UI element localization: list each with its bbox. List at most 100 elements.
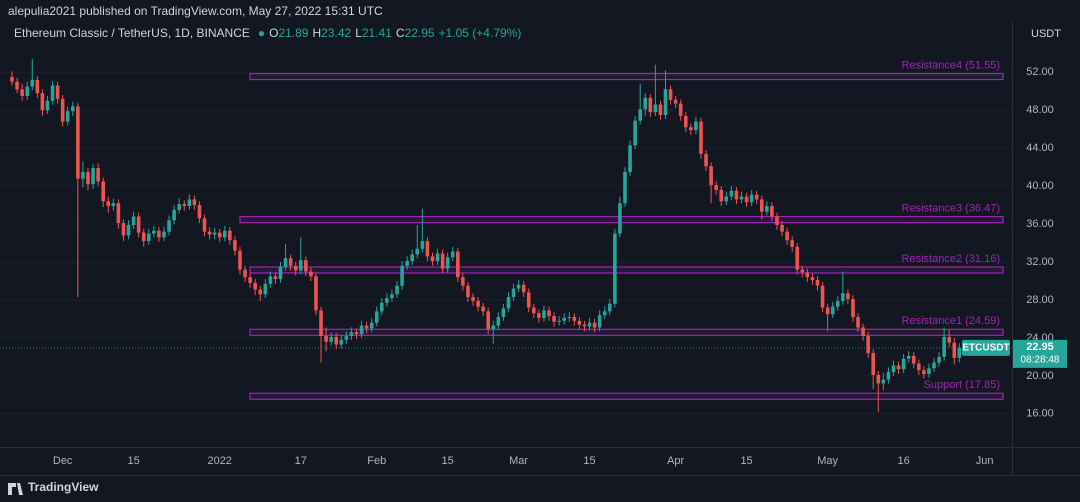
level-band (249, 328, 1004, 336)
last-price: 22.95 (1026, 341, 1054, 353)
x-tick-label: May (817, 455, 838, 467)
level-label: Support (17.85) (924, 379, 1000, 391)
candle-body (395, 285, 399, 295)
brand: TradingView (28, 480, 99, 494)
candle-body (719, 189, 724, 202)
candle-body (91, 168, 95, 185)
candle-body (754, 194, 759, 200)
candle-body (420, 241, 425, 249)
candle-body (825, 307, 830, 315)
candle-body (516, 284, 521, 289)
candle-body (456, 251, 460, 278)
candle-body (689, 127, 693, 131)
x-tick-label: 15 (583, 455, 595, 467)
candle-body (653, 104, 658, 113)
x-tick-label: 15 (127, 455, 139, 467)
candle-body (835, 300, 840, 307)
candle-body (881, 379, 886, 384)
candle-body (268, 276, 273, 284)
candle-body (613, 233, 617, 304)
candle-body (896, 365, 901, 370)
candle-body (633, 120, 637, 146)
candle-body (177, 204, 181, 210)
candle-body (76, 106, 80, 179)
candle-body (111, 203, 116, 207)
candle-body (562, 317, 566, 321)
candle-body (729, 190, 734, 197)
candle-body (531, 307, 536, 314)
candle-body (937, 356, 941, 363)
candle-body (587, 322, 592, 327)
candle-body (927, 368, 931, 374)
candle-body (121, 223, 126, 236)
candle-body (922, 370, 926, 374)
candle-body (380, 302, 384, 312)
candle-body (461, 277, 465, 286)
candle-body (440, 253, 445, 269)
candle-body (55, 85, 60, 99)
candle-body (86, 171, 90, 185)
candle-body (628, 145, 632, 172)
candle-body (683, 115, 688, 128)
candle-body (663, 89, 668, 115)
candle-body (435, 253, 440, 262)
candle-body (506, 297, 511, 309)
candle-body (131, 216, 136, 226)
candle-body (20, 89, 24, 96)
y-tick-label: 40.00 (1026, 180, 1054, 192)
candle-body (162, 231, 166, 238)
candle-body (106, 201, 111, 207)
candle-body (537, 313, 541, 318)
currency-label: USDT (1031, 28, 1061, 40)
candle-body (152, 230, 156, 234)
candle-body (567, 317, 572, 319)
candle-body (734, 190, 739, 200)
candle-body (526, 292, 531, 308)
candle-body (704, 153, 708, 167)
candle-body (15, 81, 19, 90)
y-tick-label: 52.00 (1026, 66, 1054, 78)
footer-logo: TradingView (8, 480, 99, 495)
candle-body (673, 99, 678, 104)
candle-body (648, 97, 653, 113)
candle-body (917, 363, 921, 371)
x-tick-label: Jun (976, 455, 994, 467)
plot: 16.0020.0024.0028.0032.0036.0040.0044.00… (0, 58, 1067, 467)
candle-body (65, 111, 70, 122)
candle-body (30, 79, 35, 87)
y-tick-label: 16.00 (1026, 408, 1054, 420)
candle-body (820, 285, 825, 308)
candle-body (623, 171, 627, 204)
candle-body (830, 306, 835, 315)
candle-body (901, 358, 906, 370)
candle-body (466, 285, 470, 298)
candle-body (658, 104, 663, 115)
candle-body (602, 311, 607, 316)
y-tick-label: 28.00 (1026, 294, 1054, 306)
candle-body (324, 336, 328, 342)
candle-body (851, 299, 855, 318)
c-value: 22.95 (405, 26, 435, 40)
y-tick-label: 36.00 (1026, 218, 1054, 230)
y-tick-label: 48.00 (1026, 104, 1054, 116)
l-value: 21.41 (362, 26, 392, 40)
candle-body (101, 181, 105, 202)
candle-body (217, 232, 222, 238)
candle-body (815, 280, 820, 286)
candle-body (577, 320, 582, 325)
y-tick-label: 32.00 (1026, 256, 1054, 268)
h-value: 23.42 (321, 26, 351, 40)
candle-body (309, 271, 313, 277)
candle-body (491, 325, 496, 330)
logo-mark (8, 483, 23, 495)
candle-body (810, 277, 815, 281)
candle-body (795, 246, 800, 270)
x-tick-label: 15 (442, 455, 454, 467)
candle-body (136, 216, 141, 233)
status-dot: ● (258, 26, 265, 40)
candle-body (800, 269, 805, 273)
candle-body (861, 327, 865, 337)
candle-body (714, 185, 718, 190)
